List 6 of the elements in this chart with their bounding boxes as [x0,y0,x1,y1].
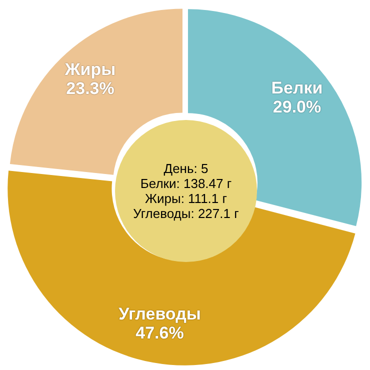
slice-label: Жиры [64,60,116,79]
slice-label: Белки [271,78,323,98]
data-label: 23.3% [66,78,114,98]
data-label: 29.0% [272,97,322,116]
data-label: 47.6% [136,324,184,343]
slice-label: Углеводы [118,304,201,324]
